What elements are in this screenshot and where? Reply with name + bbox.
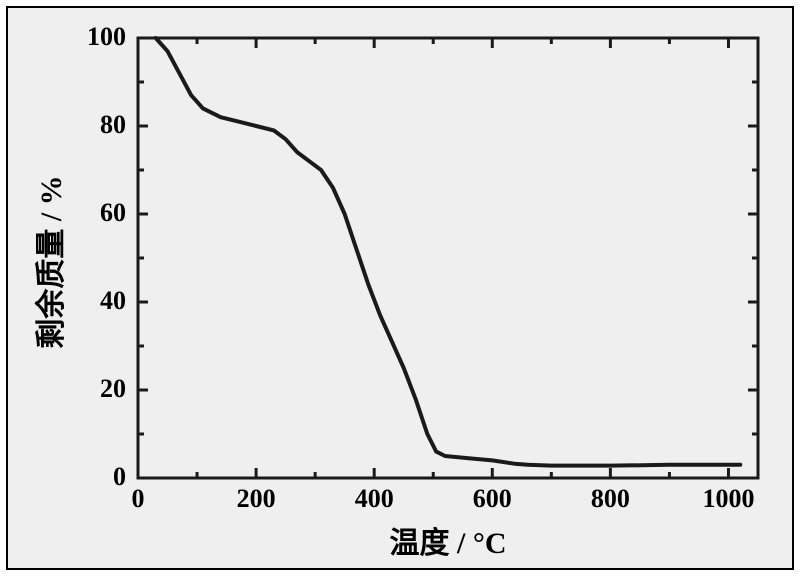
outer-frame: 剩余质量 / % 温度 / °C 02004006008001000020406…: [6, 6, 794, 570]
y-tick-label: 80: [66, 110, 126, 140]
y-tick-label: 0: [66, 462, 126, 492]
y-axis-label: 剩余质量 / %: [26, 162, 70, 362]
x-tick-label: 200: [226, 484, 286, 514]
x-tick-label: 400: [344, 484, 404, 514]
x-tick-label: 800: [580, 484, 640, 514]
y-tick-label: 100: [66, 22, 126, 52]
x-axis-label: 温度 / °C: [348, 518, 548, 562]
y-tick-label: 60: [66, 198, 126, 228]
x-tick-label: 1000: [698, 484, 758, 514]
chart-container: 剩余质量 / % 温度 / °C 02004006008001000020406…: [8, 8, 792, 568]
y-tick-label: 20: [66, 374, 126, 404]
x-tick-label: 600: [462, 484, 522, 514]
y-tick-label: 40: [66, 286, 126, 316]
